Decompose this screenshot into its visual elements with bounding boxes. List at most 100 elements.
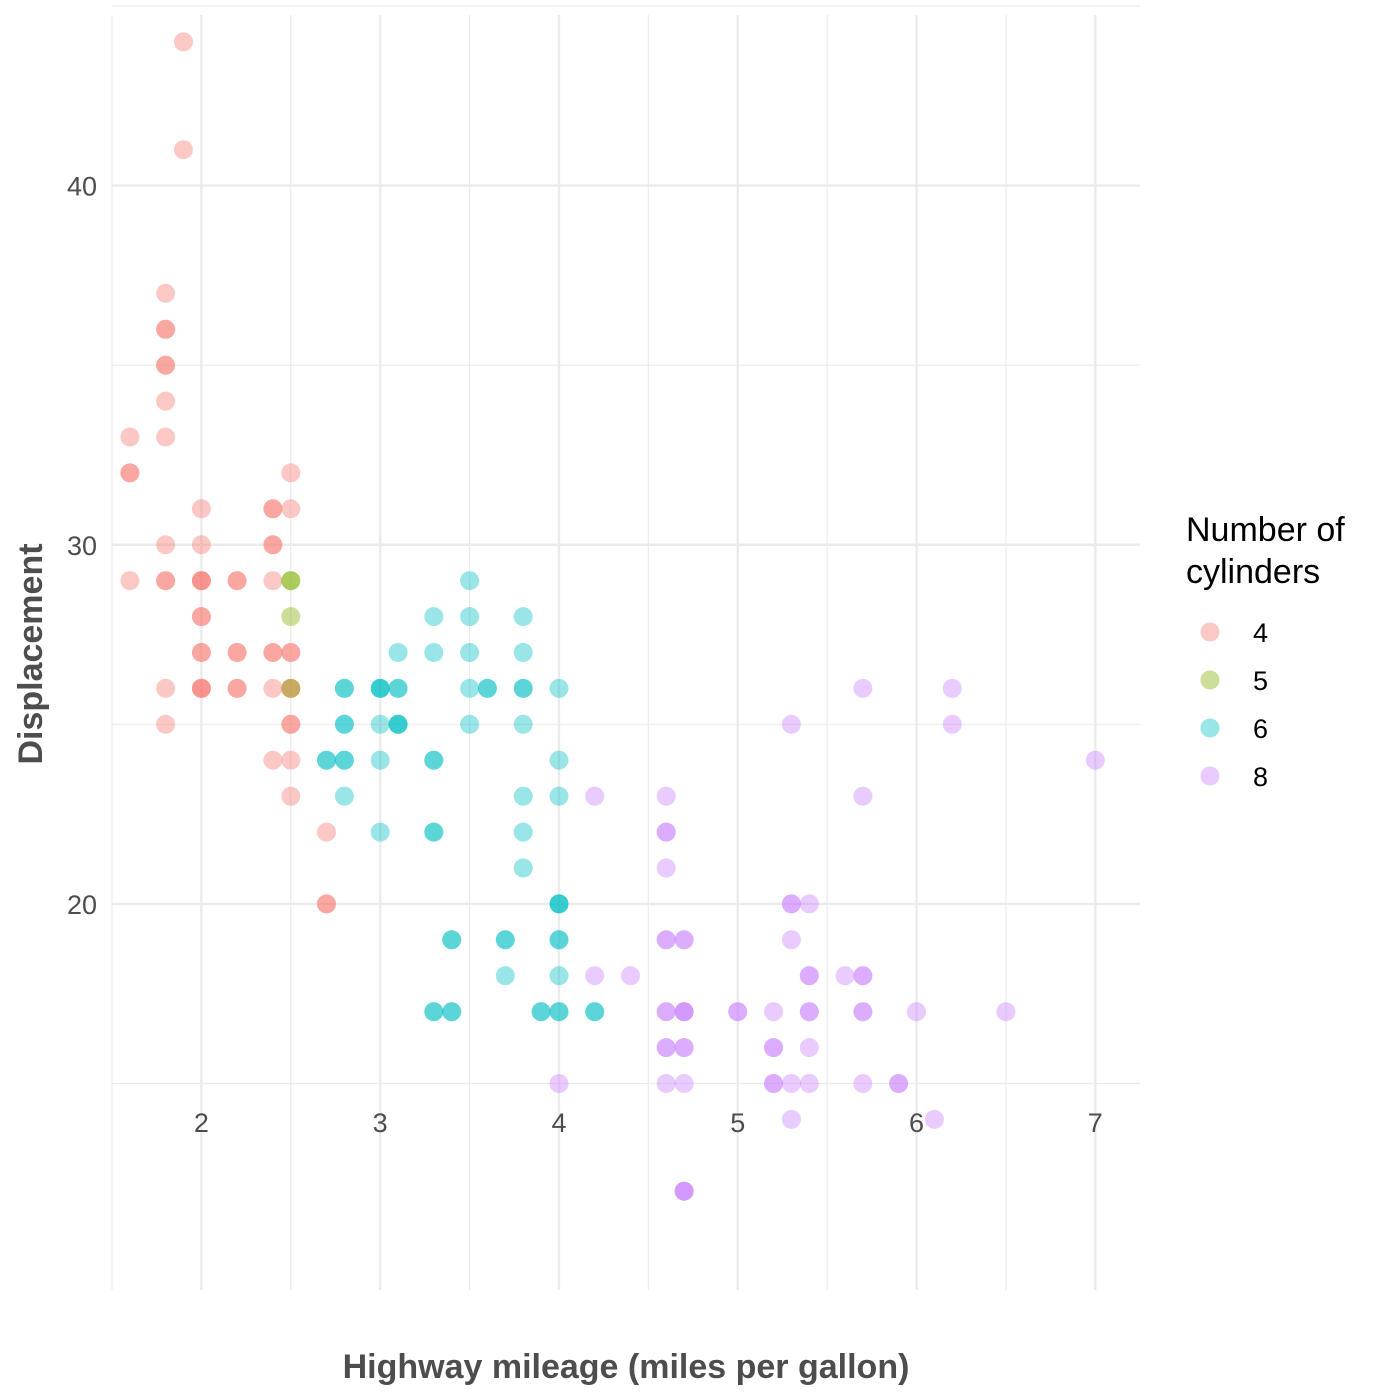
data-point-cyl-4 <box>156 319 176 339</box>
data-point-cyl-6 <box>442 1002 462 1022</box>
data-point-cyl-8 <box>781 1074 801 1093</box>
data-point-cyl-8 <box>585 786 605 806</box>
data-point-cyl-6 <box>460 678 480 698</box>
data-point-cyl-6 <box>388 714 408 734</box>
data-point-cyl-6 <box>442 930 462 950</box>
data-point-cyl-6 <box>424 750 444 770</box>
data-point-cyl-8 <box>889 1074 909 1093</box>
data-point-cyl-8 <box>764 1002 783 1022</box>
data-point-cyl-4 <box>156 319 176 339</box>
data-point-cyl-8 <box>853 966 873 986</box>
data-point-cyl-4 <box>281 499 301 519</box>
data-point-cyl-8 <box>656 858 676 878</box>
data-point-cyl-8 <box>764 1038 783 1058</box>
data-point-cyl-4 <box>281 714 301 734</box>
data-points <box>120 32 1105 1201</box>
data-point-cyl-5 <box>281 678 301 698</box>
data-point-cyl-8 <box>674 1181 694 1201</box>
data-point-cyl-4 <box>227 678 247 698</box>
data-point-cyl-4 <box>120 427 140 447</box>
data-point-cyl-8 <box>1085 750 1105 770</box>
data-point-cyl-6 <box>549 1002 569 1022</box>
data-point-cyl-8 <box>674 1038 694 1058</box>
data-point-cyl-4 <box>263 643 283 662</box>
data-point-cyl-4 <box>227 643 247 662</box>
data-point-cyl-8 <box>674 1181 694 1201</box>
data-point-cyl-8 <box>656 822 676 842</box>
data-point-cyl-4 <box>191 643 211 662</box>
data-point-cyl-6 <box>334 750 354 770</box>
data-point-cyl-4 <box>191 678 211 698</box>
data-point-cyl-6 <box>495 930 515 950</box>
data-point-cyl-6 <box>424 750 444 770</box>
data-point-cyl-8 <box>764 1074 783 1093</box>
data-point-cyl-6 <box>549 930 569 950</box>
data-point-cyl-6 <box>460 571 480 591</box>
data-point-cyl-4 <box>191 499 211 519</box>
data-point-cyl-6 <box>388 678 408 698</box>
data-point-cyl-6 <box>495 930 515 950</box>
data-point-cyl-8 <box>656 1002 676 1022</box>
data-point-cyl-6 <box>495 966 515 986</box>
data-point-cyl-8 <box>853 1002 873 1022</box>
data-point-cyl-8 <box>549 1074 569 1093</box>
legend: Number of cylinders 4 5 6 8 <box>1186 511 1345 792</box>
data-point-cyl-6 <box>370 750 390 770</box>
data-point-cyl-6 <box>460 714 480 734</box>
data-point-cyl-8 <box>674 1181 694 1201</box>
data-point-cyl-4 <box>156 355 176 375</box>
x-tick-label: 4 <box>551 1108 566 1138</box>
data-point-cyl-6 <box>531 1002 551 1022</box>
data-point-cyl-4 <box>227 643 247 662</box>
data-point-cyl-6 <box>370 678 390 698</box>
data-point-cyl-4 <box>281 750 301 770</box>
data-point-cyl-6 <box>513 643 533 662</box>
data-point-cyl-6 <box>477 678 497 698</box>
data-point-cyl-8 <box>799 1002 819 1022</box>
data-point-cyl-6 <box>460 643 480 662</box>
data-point-cyl-8 <box>656 1038 676 1058</box>
legend-key-cyl-5 <box>1200 670 1220 690</box>
legend-label-cyl-4: 4 <box>1253 618 1268 648</box>
data-point-cyl-4 <box>317 894 336 914</box>
data-point-cyl-8 <box>674 930 694 950</box>
data-point-cyl-8 <box>656 1002 676 1022</box>
data-point-cyl-6 <box>585 1002 605 1022</box>
data-point-cyl-6 <box>334 714 354 734</box>
data-point-cyl-4 <box>191 607 211 627</box>
data-point-cyl-6 <box>549 894 569 914</box>
data-point-cyl-4 <box>227 571 247 591</box>
data-point-cyl-8 <box>781 894 801 914</box>
data-point-cyl-8 <box>656 786 676 806</box>
data-point-cyl-6 <box>388 714 408 734</box>
data-point-cyl-8 <box>924 1109 944 1129</box>
legend-label-cyl-8: 8 <box>1253 762 1268 792</box>
data-point-cyl-6 <box>334 714 354 734</box>
data-point-cyl-8 <box>853 1074 873 1093</box>
data-point-cyl-8 <box>799 966 819 986</box>
data-point-cyl-8 <box>728 1002 748 1022</box>
data-point-cyl-6 <box>549 966 569 986</box>
data-point-cyl-8 <box>781 714 801 734</box>
data-point-cyl-8 <box>799 966 819 986</box>
data-point-cyl-8 <box>674 1002 694 1022</box>
legend-title-line-1: Number of <box>1186 511 1345 549</box>
data-point-cyl-6 <box>388 643 408 662</box>
data-point-cyl-4 <box>281 714 301 734</box>
data-point-cyl-4 <box>191 678 211 698</box>
data-point-cyl-4 <box>281 678 301 698</box>
data-point-cyl-4 <box>263 678 283 698</box>
data-point-cyl-6 <box>549 750 569 770</box>
tick-labels: 2 3 4 5 6 7 20 30 40 <box>67 172 1103 1138</box>
data-point-cyl-4 <box>156 391 176 411</box>
data-point-cyl-8 <box>799 894 819 914</box>
data-point-cyl-6 <box>549 894 569 914</box>
data-point-cyl-8 <box>656 822 676 842</box>
data-point-cyl-8 <box>799 1074 819 1093</box>
legend-key-cyl-6 <box>1200 718 1220 738</box>
data-point-cyl-8 <box>853 1002 873 1022</box>
data-point-cyl-4 <box>156 714 176 734</box>
data-point-cyl-8 <box>656 1038 676 1058</box>
data-point-cyl-6 <box>442 1002 462 1022</box>
